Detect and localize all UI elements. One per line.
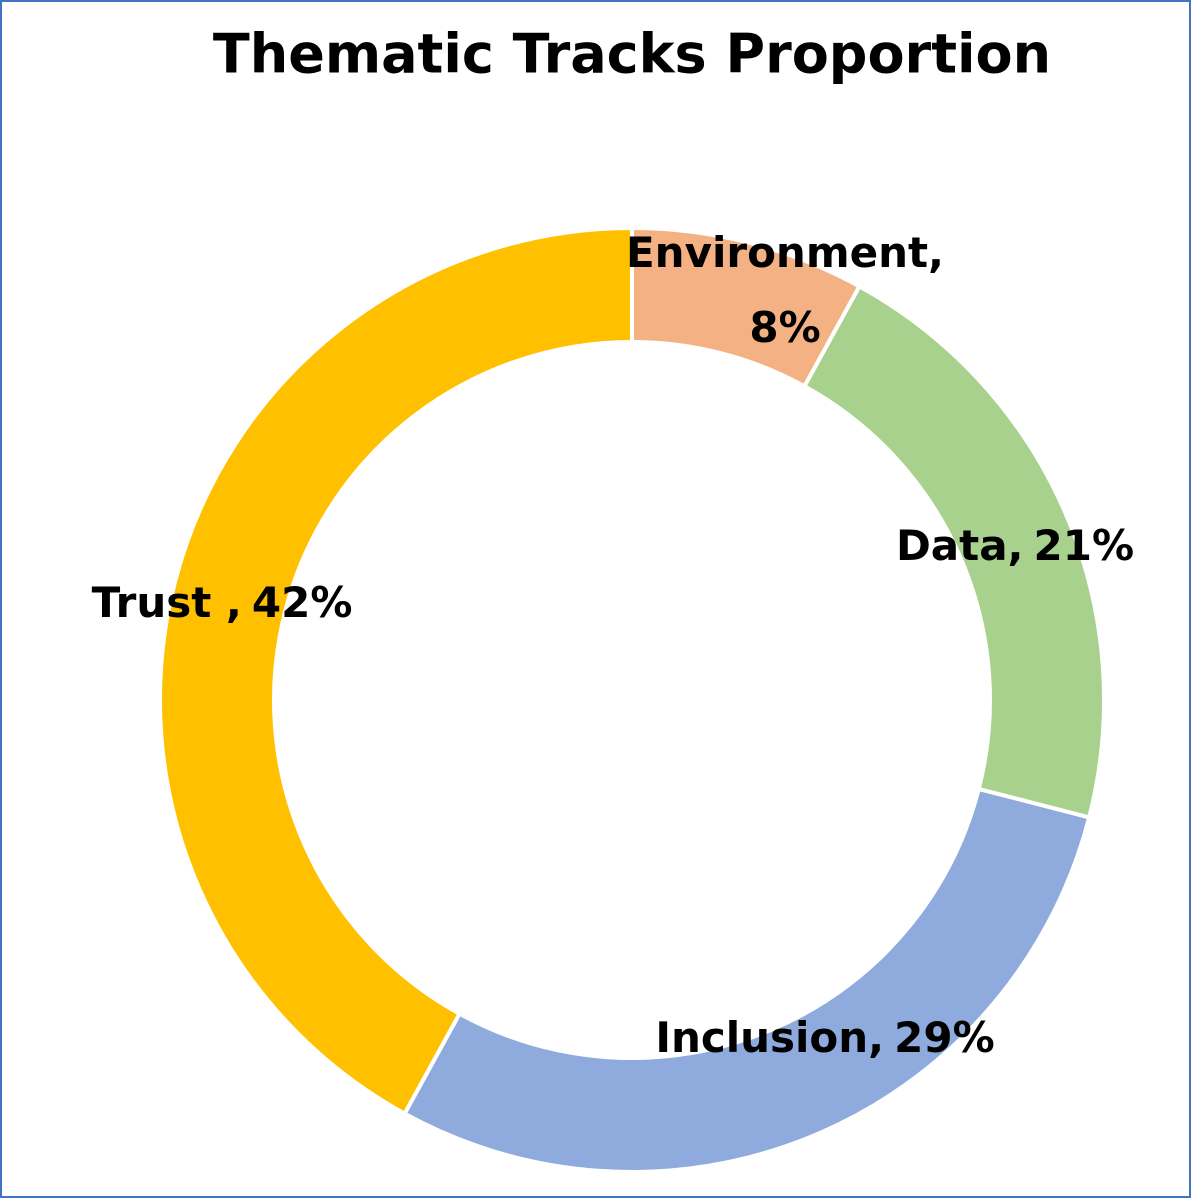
donut-segment [157,225,634,1117]
value-label: 29% [894,1013,995,1062]
value-label: 21% [1034,521,1135,570]
category-label: Trust , [92,578,242,627]
data-label: Environment, 8% [626,228,944,352]
data-label: Trust , 42% [92,578,353,627]
data-label: Data, 21% [896,521,1134,570]
value-label: 8% [749,303,820,352]
category-label: Data, [896,521,1024,570]
category-label: Inclusion, [655,1013,884,1062]
donut-segment [801,283,1106,820]
chart-title: Thematic Tracks Proportion [213,23,1051,86]
value-label: 42% [252,578,353,627]
donut-segment [401,786,1092,1174]
data-label: Inclusion, 29% [655,1013,994,1062]
category-label: Environment, [626,228,944,277]
